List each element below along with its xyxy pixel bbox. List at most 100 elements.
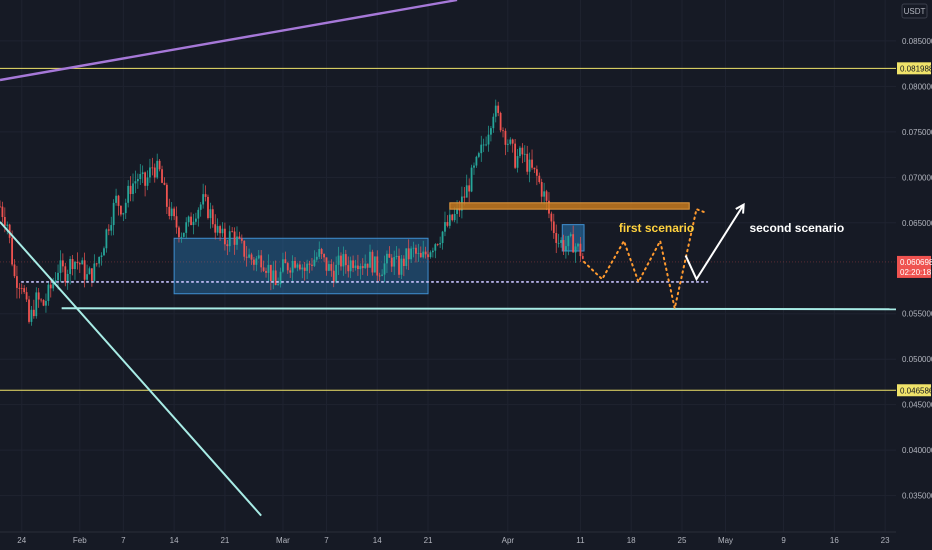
candle-body [64,266,67,283]
candle-body [373,256,376,273]
candle-body [468,185,471,192]
candle-body [311,264,313,266]
candle-body [141,172,144,175]
candle-body [291,260,294,273]
candle-body [579,243,582,257]
candle-body [286,263,289,271]
candle-body [112,202,115,226]
candle-body [456,207,458,215]
candle-body [335,264,338,283]
last-price-tag-box [897,255,931,278]
candle-body [490,128,492,135]
time-tick-label: 23 [881,536,890,545]
candle-body [248,254,250,258]
last-price-label: 0.060698 [900,258,932,267]
candle-body [156,160,159,178]
candle-body [376,256,379,276]
candle-body [555,233,558,243]
candle-body [417,252,420,254]
currency-badge-box [901,3,928,19]
candle-body [187,216,190,223]
candle-body [57,272,59,281]
currency-badge[interactable]: USDT [901,3,928,19]
candle-body [303,267,306,271]
candle-body [25,292,28,300]
candle-body [453,214,456,221]
candle-body [526,153,529,172]
time-axis[interactable]: 24 Feb 7 14 21 Mar 7 14 21 Apr 11 18 25 May 9 16 23 [0,531,932,550]
candle-body [209,209,212,219]
candle-body [120,205,122,215]
candle-body [436,244,439,245]
candle-body [83,260,86,280]
candle-body [434,244,437,251]
candle-body [519,147,521,157]
candle-body [441,231,444,244]
candle-body [330,264,333,271]
candle-body [422,251,425,258]
candle-body [260,255,263,268]
candle-body [37,292,40,300]
candle-body [282,259,284,272]
candle-body [419,252,422,258]
candle-body [216,226,219,233]
candle-body [0,206,1,208]
candle-body [323,254,325,258]
candle-body [439,243,442,245]
candle-body [161,169,163,183]
candle-body [511,139,514,144]
candle-body [557,242,560,244]
candle-body [173,208,176,217]
price-tag-box [897,62,931,75]
candle-body [301,267,304,270]
candle-body [49,284,52,289]
time-tick-label: 16 [830,536,839,545]
candle-body [284,259,287,264]
candle-body [451,214,454,221]
candle-body [327,264,330,271]
candle-body [185,222,188,233]
candle-body [175,216,178,228]
candle-body [352,260,354,268]
candle-body [45,300,47,306]
candle-body [122,213,125,215]
candle-body [371,251,374,273]
candle-body [344,254,347,266]
candle-body [347,265,350,272]
candle-body [398,255,400,275]
candle-body [318,249,321,257]
candle-body [492,116,495,129]
candle-body [446,222,449,226]
candle-body [480,144,483,154]
candle-body [477,153,480,157]
candle-body [30,309,33,322]
candle-body [240,238,243,241]
candle-body [564,246,567,251]
candle-body [533,167,536,170]
price-tag-label: 0.046586 [900,386,932,395]
candle-body [170,208,173,217]
candle-body [516,156,519,168]
candle-body [1,206,4,218]
descending-trend-line [0,221,262,517]
candle-body [194,218,197,222]
candle-body [13,264,16,277]
candle-body [545,191,548,201]
candle-body [412,247,415,249]
candle-body [274,270,277,286]
candle-body [369,251,371,268]
candle-body [250,254,253,260]
candle-body [562,240,565,251]
candle-body [509,139,512,144]
time-tick-label: Apr [502,536,515,545]
candle-body [308,263,311,265]
candle-body [28,299,30,322]
candle-body [388,253,391,258]
candle-body [47,284,50,301]
candle-body [506,143,509,145]
